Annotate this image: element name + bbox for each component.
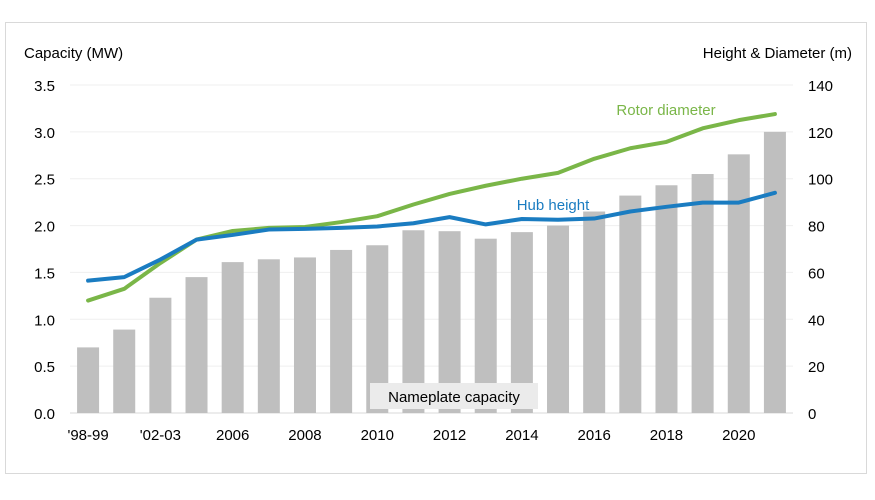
x-tick-label: 2010 <box>361 427 394 444</box>
y-left-tick-label: 0.5 <box>34 359 55 376</box>
bar <box>330 249 353 413</box>
y-right-tick-label: 140 <box>808 78 833 95</box>
x-tick-label: '02-03 <box>140 427 181 444</box>
x-tick-label: 2006 <box>216 427 249 444</box>
bar <box>113 329 136 413</box>
x-tick-label: 2018 <box>650 427 683 444</box>
bar <box>257 259 280 413</box>
chart-frame <box>5 22 867 474</box>
bar-series-label-bg <box>370 383 538 409</box>
bar <box>655 185 678 413</box>
y-left-tick-label: 3.5 <box>34 78 55 95</box>
y-axis-left-label: Capacity (MW) <box>24 45 123 62</box>
bar <box>77 347 100 413</box>
bar <box>149 297 172 413</box>
bar <box>293 257 316 413</box>
bar <box>763 131 786 413</box>
x-tick-label: 2020 <box>722 427 755 444</box>
x-tick-label: 2016 <box>577 427 610 444</box>
x-tick-label: '98-99 <box>67 427 108 444</box>
x-tick-label: 2008 <box>288 427 321 444</box>
y-left-tick-label: 1.5 <box>34 265 55 282</box>
bar <box>474 238 497 413</box>
y-left-tick-label: 1.0 <box>34 312 55 329</box>
bar <box>438 231 461 413</box>
bar <box>583 211 606 413</box>
bar <box>619 195 642 413</box>
y-right-tick-label: 60 <box>808 265 825 282</box>
bar <box>185 277 208 413</box>
bar <box>402 230 425 413</box>
hub-height-line <box>86 190 777 283</box>
y-left-tick-label: 2.0 <box>34 219 55 236</box>
y-right-tick-label: 100 <box>808 172 833 189</box>
y-axis-right-label: Height & Diameter (m) <box>703 45 852 62</box>
x-tick-label: 2014 <box>505 427 538 444</box>
y-left-tick-label: 3.0 <box>34 125 55 142</box>
bar <box>366 245 389 413</box>
y-right-tick-label: 0 <box>808 406 816 423</box>
y-right-tick-label: 80 <box>808 219 825 236</box>
bar <box>547 225 570 413</box>
bar <box>510 232 533 413</box>
hub-height-label: Hub height <box>517 197 590 214</box>
x-tick-label: 2012 <box>433 427 466 444</box>
y-right-tick-label: 120 <box>808 125 833 142</box>
bar <box>727 154 750 413</box>
y-right-tick-label: 20 <box>808 359 825 376</box>
bar <box>691 174 714 413</box>
bar <box>221 262 244 413</box>
y-right-tick-label: 40 <box>808 312 825 329</box>
rotor-diameter-label: Rotor diameter <box>616 102 715 119</box>
y-left-tick-label: 2.5 <box>34 172 55 189</box>
bar-series-label: Nameplate capacity <box>388 389 520 406</box>
y-left-tick-label: 0.0 <box>34 406 55 423</box>
